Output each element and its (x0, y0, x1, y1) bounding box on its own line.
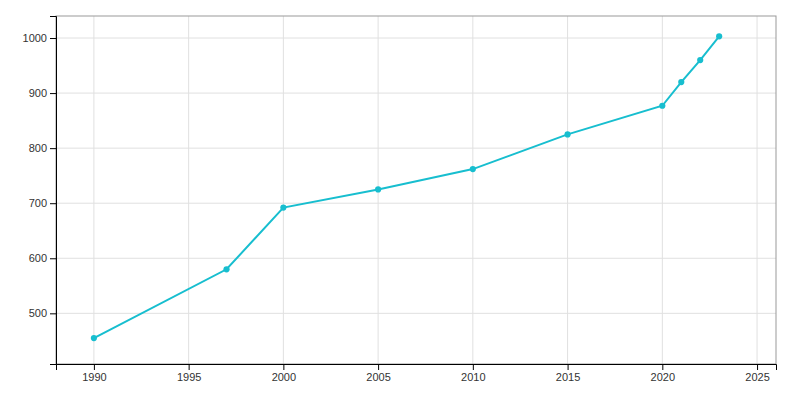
x-axis-tick-label: 2015 (556, 371, 580, 383)
point (564, 131, 570, 137)
y-axis-tick-mark (50, 38, 56, 39)
y-axis-tick: 500 (29, 307, 56, 319)
line (94, 36, 719, 338)
point (697, 57, 703, 63)
point (223, 266, 229, 272)
point (375, 186, 381, 192)
x-axis-tick-label: 2000 (272, 371, 296, 383)
y-axis-tick-label: 700 (29, 197, 47, 209)
x-axis-tick-mark (378, 364, 379, 370)
x-axis-tick: 1995 (177, 364, 201, 383)
y-axis-tick-label: 800 (29, 142, 47, 154)
x-axis-tick-mark (189, 364, 190, 370)
x-axis-tick: 1990 (82, 364, 106, 383)
x-axis-tick: 2010 (461, 364, 485, 383)
grid-line-y (56, 203, 776, 204)
x-axis-tick-mark (283, 364, 284, 370)
y-axis-tick-mark (50, 93, 56, 94)
grid-line-x (472, 16, 473, 364)
y-axis: 500 600 700 800 900 1000 (23, 17, 57, 365)
point (470, 166, 476, 172)
point (659, 103, 665, 109)
y-axis-tick-label: 900 (29, 87, 47, 99)
point (678, 79, 684, 85)
grid-line-x (757, 16, 758, 364)
y-axis-tick-mark (50, 258, 56, 259)
chart: 1990 1995 2000 2005 2010 2015 2020 2025 500 600 70… (0, 0, 800, 400)
x-axis-tick: 2020 (651, 364, 675, 383)
y-axis-tick-label: 500 (29, 307, 47, 319)
x-axis-domain (57, 365, 777, 371)
y-axis-tick: 900 (29, 87, 56, 99)
point (280, 205, 286, 211)
y-axis-tick: 600 (29, 252, 56, 264)
grid-line-x (567, 16, 568, 364)
y-axis-tick-label: 1000 (23, 32, 47, 44)
x-axis-tick-label: 2005 (366, 371, 390, 383)
grid-line-x (188, 16, 189, 364)
y-axis-tick-mark (50, 148, 56, 149)
x-axis-tick: 2000 (272, 364, 296, 383)
y-axis-tick: 800 (29, 142, 56, 154)
x-axis-tick-label: 2020 (651, 371, 675, 383)
x-axis-tick-mark (94, 364, 95, 370)
y-axis-tick-label: 600 (29, 252, 47, 264)
grid-line-x (93, 16, 94, 364)
y-axis-tick: 1000 (23, 32, 56, 44)
x-axis: 1990 1995 2000 2005 2010 2015 2020 2025 (57, 364, 777, 383)
grid-line-y (56, 258, 776, 259)
grid-line-y (56, 38, 776, 39)
y-axis-tick-mark (50, 313, 56, 314)
series (91, 33, 722, 341)
grid-line-x (283, 16, 284, 364)
x-axis-tick-mark (662, 364, 663, 370)
x-axis-tick-label: 2010 (461, 371, 485, 383)
grid-line-y (56, 93, 776, 94)
x-axis-tick-label: 2025 (745, 371, 769, 383)
grid-line-y (56, 313, 776, 314)
x-axis-tick: 2025 (745, 364, 769, 383)
plot: 1990 1995 2000 2005 2010 2015 2020 2025 500 600 70… (23, 16, 777, 383)
y-axis-domain (50, 17, 57, 365)
point (91, 335, 97, 341)
grid (56, 16, 776, 364)
plot-frame (56, 16, 776, 364)
grid-line-y (56, 148, 776, 149)
y-axis-tick-mark (50, 203, 56, 204)
x-axis-tick-mark (568, 364, 569, 370)
x-axis-tick-label: 1995 (177, 371, 201, 383)
x-axis-tick: 2005 (366, 364, 390, 383)
x-axis-tick-mark (473, 364, 474, 370)
point (716, 33, 722, 39)
x-axis-tick-mark (757, 364, 758, 370)
grid-line-x (662, 16, 663, 364)
x-axis-tick: 2015 (556, 364, 580, 383)
y-axis-tick: 700 (29, 197, 56, 209)
x-axis-tick-label: 1990 (82, 371, 106, 383)
